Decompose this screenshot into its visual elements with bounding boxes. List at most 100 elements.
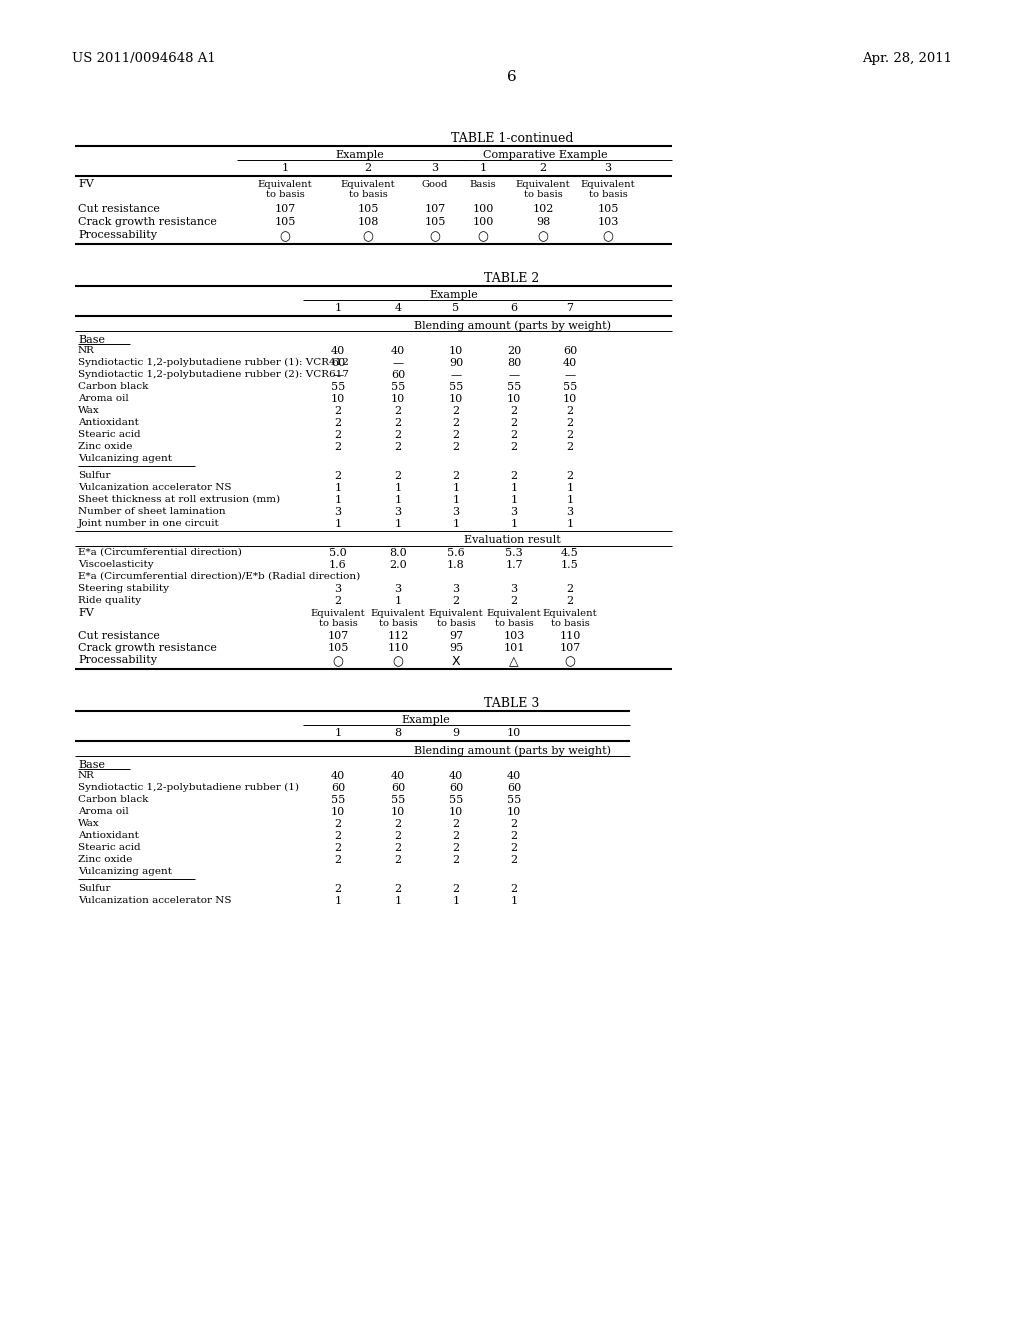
Text: Vulcanizing agent: Vulcanizing agent <box>78 454 172 463</box>
Text: Equivalent
to basis: Equivalent to basis <box>486 609 542 628</box>
Text: 2: 2 <box>510 471 517 480</box>
Text: 105: 105 <box>357 205 379 214</box>
Text: Blending amount (parts by weight): Blending amount (parts by weight) <box>414 319 610 330</box>
Text: Stearic acid: Stearic acid <box>78 843 140 851</box>
Text: 5.3: 5.3 <box>505 548 523 558</box>
Text: 55: 55 <box>507 381 521 392</box>
Text: Cut resistance: Cut resistance <box>78 631 160 642</box>
Text: 1.7: 1.7 <box>505 560 523 570</box>
Text: 1: 1 <box>335 729 342 738</box>
Text: 2: 2 <box>453 442 460 451</box>
Text: 1: 1 <box>510 519 517 529</box>
Text: 2: 2 <box>394 471 401 480</box>
Text: Example: Example <box>336 150 384 160</box>
Text: 1: 1 <box>394 495 401 506</box>
Text: 2: 2 <box>453 471 460 480</box>
Text: 2: 2 <box>453 597 460 606</box>
Text: 2: 2 <box>335 442 342 451</box>
Text: 1: 1 <box>335 896 342 906</box>
Text: Syndiotactic 1,2-polybutadiene rubber (1): VCR412: Syndiotactic 1,2-polybutadiene rubber (1… <box>78 358 349 367</box>
Text: Vulcanization accelerator NS: Vulcanization accelerator NS <box>78 483 231 492</box>
Text: Processability: Processability <box>78 655 157 665</box>
Text: NR: NR <box>78 771 95 780</box>
Text: 1: 1 <box>453 896 460 906</box>
Text: 103: 103 <box>597 216 618 227</box>
Text: 2: 2 <box>335 818 342 829</box>
Text: Ride quality: Ride quality <box>78 597 141 605</box>
Text: 2: 2 <box>453 407 460 416</box>
Text: 2: 2 <box>335 884 342 894</box>
Text: 2: 2 <box>394 843 401 853</box>
Text: 60: 60 <box>331 783 345 793</box>
Text: 2: 2 <box>510 843 517 853</box>
Text: ○: ○ <box>362 230 374 243</box>
Text: Equivalent
to basis: Equivalent to basis <box>341 180 395 199</box>
Text: —: — <box>333 370 344 380</box>
Text: 2: 2 <box>365 162 372 173</box>
Text: 3: 3 <box>510 507 517 517</box>
Text: 40: 40 <box>449 771 463 781</box>
Text: —: — <box>392 358 403 368</box>
Text: Crack growth resistance: Crack growth resistance <box>78 643 217 653</box>
Text: 8: 8 <box>394 729 401 738</box>
Text: ○: ○ <box>392 655 403 668</box>
Text: 97: 97 <box>449 631 463 642</box>
Text: 2: 2 <box>510 832 517 841</box>
Text: ○: ○ <box>280 230 291 243</box>
Text: 1.5: 1.5 <box>561 560 579 570</box>
Text: 107: 107 <box>328 631 348 642</box>
Text: 2: 2 <box>566 442 573 451</box>
Text: Antioxidant: Antioxidant <box>78 418 139 426</box>
Text: 2: 2 <box>510 855 517 865</box>
Text: Wax: Wax <box>78 818 99 828</box>
Text: 1: 1 <box>453 495 460 506</box>
Text: 1: 1 <box>282 162 289 173</box>
Text: 2: 2 <box>394 832 401 841</box>
Text: Syndiotactic 1,2-polybutadiene rubber (2): VCR617: Syndiotactic 1,2-polybutadiene rubber (2… <box>78 370 349 379</box>
Text: 7: 7 <box>566 304 573 313</box>
Text: 2: 2 <box>453 418 460 428</box>
Text: 107: 107 <box>274 205 296 214</box>
Text: 1: 1 <box>394 896 401 906</box>
Text: 1: 1 <box>510 483 517 492</box>
Text: 2: 2 <box>540 162 547 173</box>
Text: 2: 2 <box>335 597 342 606</box>
Text: ○: ○ <box>477 230 488 243</box>
Text: 2: 2 <box>394 884 401 894</box>
Text: Equivalent
to basis: Equivalent to basis <box>258 180 312 199</box>
Text: Equivalent
to basis: Equivalent to basis <box>310 609 366 628</box>
Text: 40: 40 <box>507 771 521 781</box>
Text: 10: 10 <box>507 729 521 738</box>
Text: E*a (Circumferential direction)/E*b (Radial direction): E*a (Circumferential direction)/E*b (Rad… <box>78 572 360 581</box>
Text: Apr. 28, 2011: Apr. 28, 2011 <box>862 51 952 65</box>
Text: FV: FV <box>78 609 94 618</box>
Text: 60: 60 <box>563 346 578 356</box>
Text: 40: 40 <box>331 771 345 781</box>
Text: 110: 110 <box>559 631 581 642</box>
Text: 112: 112 <box>387 631 409 642</box>
Text: 103: 103 <box>504 631 524 642</box>
Text: 3: 3 <box>453 507 460 517</box>
Text: 55: 55 <box>331 381 345 392</box>
Text: 2: 2 <box>510 407 517 416</box>
Text: Carbon black: Carbon black <box>78 795 148 804</box>
Text: 2: 2 <box>566 430 573 440</box>
Text: 3: 3 <box>335 583 342 594</box>
Text: Base: Base <box>78 760 105 770</box>
Text: Blending amount (parts by weight): Blending amount (parts by weight) <box>414 744 610 755</box>
Text: 1: 1 <box>394 597 401 606</box>
Text: NR: NR <box>78 346 95 355</box>
Text: 4.5: 4.5 <box>561 548 579 558</box>
Text: 2: 2 <box>453 818 460 829</box>
Text: 55: 55 <box>449 795 463 805</box>
Text: 5: 5 <box>453 304 460 313</box>
Text: Sulfur: Sulfur <box>78 884 111 894</box>
Text: 1: 1 <box>335 304 342 313</box>
Text: Equivalent
to basis: Equivalent to basis <box>516 180 570 199</box>
Text: Stearic acid: Stearic acid <box>78 430 140 440</box>
Text: 80: 80 <box>507 358 521 368</box>
Text: TABLE 3: TABLE 3 <box>484 697 540 710</box>
Text: FV: FV <box>78 180 94 189</box>
Text: 55: 55 <box>391 381 406 392</box>
Text: US 2011/0094648 A1: US 2011/0094648 A1 <box>72 51 216 65</box>
